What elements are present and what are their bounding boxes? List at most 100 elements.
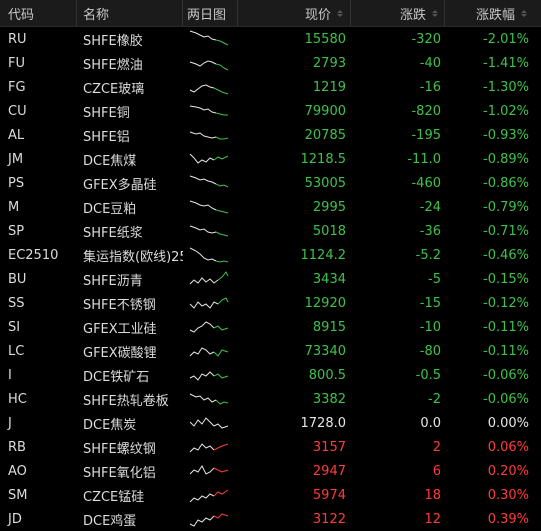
cell-name: SHFE橡胶 [83, 33, 143, 49]
cell-name: DCE鸡蛋 [83, 513, 137, 529]
table-row[interactable]: SS SHFE不锈钢 12920 -15 -0.12% [0, 291, 541, 315]
header-chart-label: 两日图 [187, 7, 227, 23]
cell-code: RB [8, 439, 26, 455]
cell-price: 15580 [304, 31, 346, 47]
cell-price: 800.5 [308, 367, 346, 383]
table-row[interactable]: I DCE铁矿石 800.5 -0.5 -0.06% [0, 363, 541, 387]
cell-change: -16 [419, 79, 441, 95]
cell-name: SHFE纸浆 [83, 225, 143, 241]
sparkline-chart [189, 513, 229, 527]
table-row[interactable]: SP SHFE纸浆 5018 -36 -0.71% [0, 219, 541, 243]
cell-sparkline [183, 219, 238, 243]
cell-change-pct: -0.12% [483, 295, 529, 311]
sparkline-day1 [189, 200, 217, 211]
cell-code: JM [8, 151, 24, 167]
cell-sparkline [183, 291, 238, 315]
table-row[interactable]: CU SHFE铜 79900 -820 -1.02% [0, 99, 541, 123]
cell-code: SP [8, 223, 25, 239]
cell-sparkline [183, 123, 238, 147]
header-chart[interactable]: 两日图 [183, 0, 238, 26]
cell-change-pct: 0.20% [487, 463, 529, 479]
cell-sparkline [183, 195, 238, 219]
table-row[interactable]: M DCE豆粕 2995 -24 -0.79% [0, 195, 541, 219]
cell-change: -80 [419, 343, 441, 359]
table-row[interactable]: AL SHFE铝 20785 -195 -0.93% [0, 123, 541, 147]
cell-sparkline [183, 315, 238, 339]
cell-code: BU [8, 271, 27, 287]
cell-change: -24 [419, 199, 441, 215]
cell-code: EC2510 [8, 247, 59, 263]
sparkline-day2 [213, 325, 229, 331]
cell-sparkline [183, 27, 238, 51]
table-row[interactable]: JM DCE焦煤 1218.5 -11.0 -0.89% [0, 147, 541, 171]
sparkline-day2 [213, 87, 229, 95]
sparkline-day1 [189, 515, 215, 527]
sparkline-chart [189, 131, 229, 140]
table-row[interactable]: AO SHFE氧化铝 2947 6 0.20% [0, 459, 541, 483]
cell-code: AO [8, 463, 27, 479]
cell-change-pct: -1.41% [483, 55, 529, 71]
header-code[interactable]: 代码 [0, 0, 77, 26]
table-row[interactable]: EC2510 集运指数(欧线)25 1124.2 -5.2 -0.46% [0, 243, 541, 267]
cell-sparkline [183, 171, 238, 195]
sparkline-day1 [189, 493, 215, 503]
table-row[interactable]: BU SHFE沥青 3434 -5 -0.15% [0, 267, 541, 291]
header-name[interactable]: 名称 [77, 0, 183, 26]
cell-price: 3157 [312, 439, 346, 455]
table-row[interactable]: JD DCE鸡蛋 3122 12 0.39% [0, 507, 541, 531]
cell-change: -460 [411, 175, 441, 191]
table-row[interactable]: RB SHFE螺纹钢 3157 2 0.06% [0, 435, 541, 459]
cell-change-pct: -1.30% [483, 79, 529, 95]
cell-change: -195 [411, 127, 441, 143]
table-row[interactable]: RU SHFE橡胶 15580 -320 -2.01% [0, 27, 541, 51]
cell-code: JD [8, 511, 22, 527]
table-row[interactable]: FG CZCE玻璃 1219 -16 -1.30% [0, 75, 541, 99]
cell-change: 6 [432, 463, 441, 479]
sparkline-chart [189, 371, 229, 381]
sparkline-day2 [215, 39, 229, 46]
cell-price: 5018 [312, 223, 346, 239]
sparkline-day2 [213, 423, 229, 429]
cell-code: SI [8, 319, 21, 335]
header-change[interactable]: 涨跌 [351, 0, 445, 26]
cell-price: 3382 [312, 391, 346, 407]
sparkline-chart [189, 30, 229, 46]
sparkline-chart [189, 321, 229, 333]
sparkline-day1 [189, 60, 217, 67]
sparkline-chart [189, 417, 229, 429]
sparkline-day2 [213, 489, 229, 497]
sparkline-day2 [213, 443, 229, 451]
sparkline-chart [189, 175, 229, 188]
cell-name: DCE焦煤 [83, 153, 137, 169]
header-price[interactable]: 现价 [238, 0, 351, 26]
cell-change-pct: -0.46% [483, 247, 529, 263]
table-row[interactable]: SI GFEX工业硅 8915 -10 -0.11% [0, 315, 541, 339]
sparkline-chart [189, 60, 229, 71]
table-row[interactable]: FU SHFE燃油 2793 -40 -1.41% [0, 51, 541, 75]
cell-price: 1219 [312, 79, 346, 95]
cell-price: 12920 [304, 295, 346, 311]
sparkline-day2 [215, 63, 229, 71]
sort-icon [432, 10, 438, 17]
cell-sparkline [183, 483, 238, 507]
cell-change-pct: 0.06% [487, 439, 529, 455]
sparkline-chart [189, 465, 229, 475]
header-pct[interactable]: 涨跌幅 [445, 0, 541, 26]
sparkline-day2 [215, 112, 228, 116]
table-row[interactable]: J DCE焦炭 1728.0 0.0 0.00% [0, 411, 541, 435]
table-row[interactable]: HC SHFE热轧卷板 3382 -2 -0.06% [0, 387, 541, 411]
cell-name: 集运指数(欧线)25 [83, 249, 183, 265]
table-row[interactable]: SM CZCE锰硅 5974 18 0.30% [0, 483, 541, 507]
sparkline-day2 [217, 271, 229, 281]
header-code-label: 代码 [8, 7, 35, 23]
cell-price: 2995 [312, 199, 346, 215]
cell-change: 12 [424, 511, 441, 527]
cell-change: -15 [419, 295, 441, 311]
cell-change: -11.0 [407, 151, 441, 167]
header-pct-label: 涨跌幅 [475, 7, 515, 23]
cell-change-pct: -0.86% [483, 175, 529, 191]
table-row[interactable]: PS GFEX多晶硅 53005 -460 -0.86% [0, 171, 541, 195]
table-row[interactable]: LC GFEX碳酸锂 73340 -80 -0.11% [0, 339, 541, 363]
cell-sparkline [183, 267, 238, 291]
